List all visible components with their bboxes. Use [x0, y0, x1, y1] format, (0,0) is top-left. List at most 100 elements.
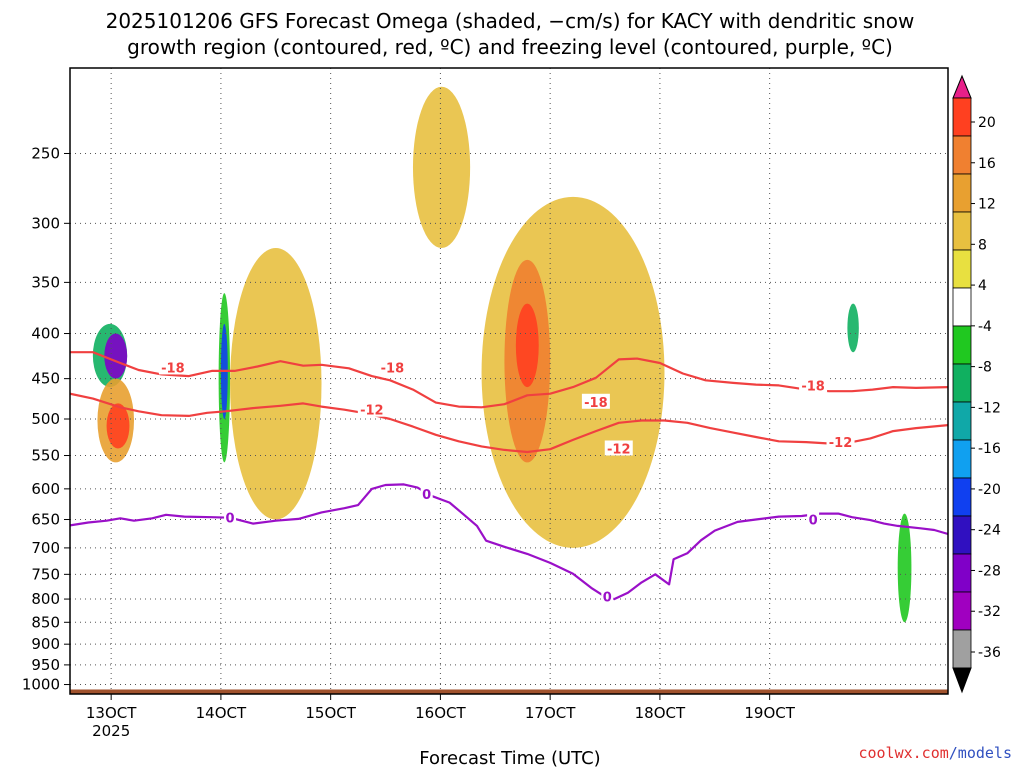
omega-shade-region	[390, 259, 436, 379]
colorbar-segment	[952, 553, 972, 593]
contour-label-bg	[378, 359, 407, 375]
plot-frame	[69, 67, 949, 695]
omega-shade-region	[847, 536, 864, 623]
x-tick-label: 15OCT	[305, 704, 356, 722]
contour-label-bg	[604, 440, 633, 456]
colorbar: 20 16 12 8 4 -4 -8 -12 -16 -20 -24 -28 -32 -36	[952, 74, 1001, 694]
y-tick-label: 1000	[22, 676, 60, 694]
contour-label: 0	[226, 512, 235, 527]
contour-line--18	[70, 351, 948, 409]
x-axis-title: Forecast Time (UTC)	[419, 748, 600, 768]
credit-domain: coolwx.com	[858, 744, 948, 762]
x-tick-sublabel: 2025	[92, 722, 130, 740]
colorbar-label: -8	[978, 360, 992, 376]
colorbar-segment	[952, 135, 972, 175]
omega-shade-region	[897, 513, 912, 623]
y-tick-label: 750	[31, 565, 60, 583]
y-tick-label: 900	[31, 635, 60, 653]
contour-label: 0	[603, 591, 612, 606]
colorbar-label: -32	[978, 604, 1001, 620]
colorbar-segment	[952, 211, 972, 251]
contour-label: -18	[584, 396, 608, 411]
omega-shade-region	[111, 608, 162, 665]
colorbar-label: -36	[978, 645, 1001, 661]
colorbar-segment	[952, 401, 972, 441]
colorbar-segment	[952, 439, 972, 479]
colorbar-label: -16	[978, 441, 1001, 457]
contour-label: -12	[829, 436, 853, 451]
contour-label-bg	[224, 509, 237, 525]
contour-label-bg	[420, 485, 433, 501]
colorbar-segment	[952, 591, 972, 631]
omega-shade-region	[838, 153, 871, 283]
colorbar-label: 16	[978, 156, 996, 172]
y-axis: 250 300 350 400 450 500 550 600 650 700 750 800 850 9…	[22, 144, 70, 694]
y-tick-label: 800	[31, 590, 60, 608]
contour-label: -18	[161, 361, 185, 376]
plot-area: -18 -18 -18 -18 -12 -12 -12 0 0 0 0	[69, 67, 949, 695]
credit-text: coolwx.com/models	[858, 744, 1012, 762]
omega-shade-region	[230, 248, 322, 520]
x-tick-label: 14OCT	[196, 704, 247, 722]
contour-label: 0	[422, 488, 431, 503]
contour-label: -12	[607, 442, 631, 457]
y-tick-label: 950	[31, 656, 60, 674]
x-tick-label: 17OCT	[525, 704, 576, 722]
y-tick-label: 600	[31, 480, 60, 498]
contour-line--12	[70, 392, 948, 454]
chart-title-line2: growth region (contoured, red, ºC) and f…	[127, 35, 893, 59]
contour-label-bg	[158, 359, 187, 375]
omega-shade-region	[847, 303, 859, 353]
colorbar-top-triangle	[952, 74, 972, 99]
omega-shading	[81, 86, 912, 665]
y-tick-label: 350	[31, 273, 60, 291]
colorbar-label: 8	[978, 237, 987, 253]
y-tick-label: 550	[31, 447, 60, 465]
y-tick-label: 500	[31, 410, 60, 428]
contours: -18 -18 -18 -18 -12 -12 -12 0 0 0 0	[70, 351, 948, 606]
colorbar-label: 20	[978, 115, 996, 131]
colorbar-segment	[952, 363, 972, 403]
x-tick-label: 18OCT	[635, 704, 686, 722]
colorbar-segment	[952, 477, 972, 517]
colorbar-segment	[952, 629, 972, 669]
contour-label-bg	[357, 401, 386, 417]
colorbar-label: 12	[978, 197, 996, 213]
x-tick-label: 13OCT	[86, 704, 137, 722]
y-tick-label: 400	[31, 325, 60, 343]
y-tick-label: 300	[31, 214, 60, 232]
colorbar-label: -4	[978, 319, 992, 335]
terrain	[70, 689, 948, 694]
colorbar-segment	[952, 249, 972, 289]
contour-label-bg	[601, 588, 614, 604]
colorbar-bottom-triangle	[952, 667, 972, 694]
colorbar-label: -12	[978, 400, 1001, 416]
colorbar-segment	[952, 173, 972, 213]
y-tick-label: 450	[31, 370, 60, 388]
contour-label-bg	[807, 511, 820, 527]
colorbar-label: -20	[978, 482, 1001, 498]
omega-shade-region	[195, 608, 235, 665]
omega-shade-region	[412, 86, 471, 249]
x-tick-label: 16OCT	[415, 704, 466, 722]
colorbar-segment	[952, 287, 972, 327]
y-tick-label: 650	[31, 511, 60, 529]
y-tick-label: 700	[31, 539, 60, 557]
y-tick-label: 250	[31, 144, 60, 162]
colorbar-label: -28	[978, 563, 1001, 579]
contour-label-bg	[581, 393, 610, 409]
colorbar-label: 4	[978, 278, 987, 294]
omega-shade-region	[515, 303, 539, 388]
contour-label: -18	[801, 379, 825, 394]
credit-path: /models	[949, 744, 1012, 762]
x-tick-label: 19OCT	[744, 704, 795, 722]
colorbar-segment	[952, 97, 972, 137]
omega-shade-region	[106, 403, 130, 449]
contour-label: 0	[809, 514, 818, 529]
contour-label-bg	[799, 377, 828, 393]
terrain-band	[70, 689, 948, 694]
contour-label: -12	[360, 404, 384, 419]
chart-title-line1: 2025101206 GFS Forecast Omega (shaded, −…	[106, 9, 915, 33]
